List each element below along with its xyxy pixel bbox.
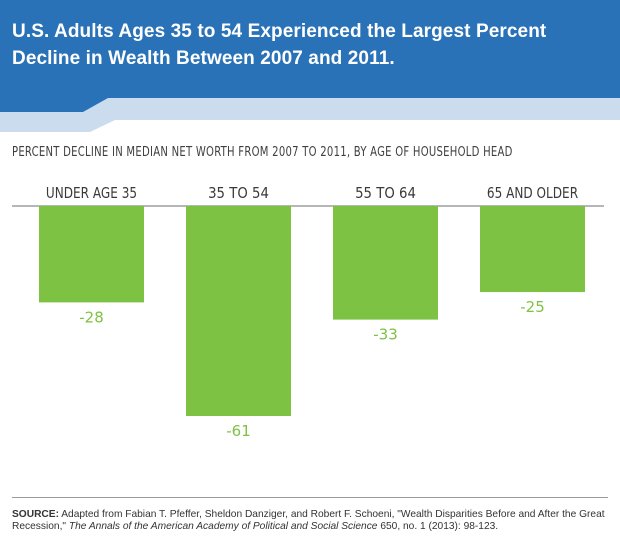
source-note: SOURCE: Adapted from Fabian T. Pfeffer, …: [12, 509, 608, 533]
chart-subtitle: PERCENT DECLINE IN MEDIAN NET WORTH FROM…: [12, 145, 513, 160]
category-label: 65 AND OLDER: [487, 184, 578, 202]
title-banner: U.S. Adults Ages 35 to 54 Experienced th…: [0, 0, 620, 132]
bar: [186, 206, 291, 416]
source-label: SOURCE:: [12, 509, 59, 520]
value-label: -33: [373, 326, 398, 344]
bar: [480, 206, 585, 293]
source-divider: [12, 497, 608, 498]
source-journal: The Annals of the American Academy of Po…: [68, 521, 378, 532]
category-label: UNDER AGE 35: [46, 184, 137, 202]
bar: [333, 206, 438, 320]
bar-chart: UNDER AGE 35 35 TO 54 55 TO 64 65 AND OLDER…: [12, 184, 604, 440]
source-citation: 650, no. 1 (2013): 98-123.: [380, 521, 499, 532]
category-label: 35 TO 54: [208, 184, 269, 202]
value-label: -61: [226, 422, 251, 440]
chart-title: U.S. Adults Ages 35 to 54 Experienced th…: [12, 21, 547, 69]
value-label: -28: [79, 308, 104, 326]
bar: [39, 206, 144, 303]
value-label: -25: [520, 298, 545, 316]
source-text: Adapted from Fabian T. Pfeffer, Sheldon …: [12, 509, 605, 532]
category-label: 55 TO 64: [355, 184, 416, 202]
banner-shape: [0, 0, 620, 132]
